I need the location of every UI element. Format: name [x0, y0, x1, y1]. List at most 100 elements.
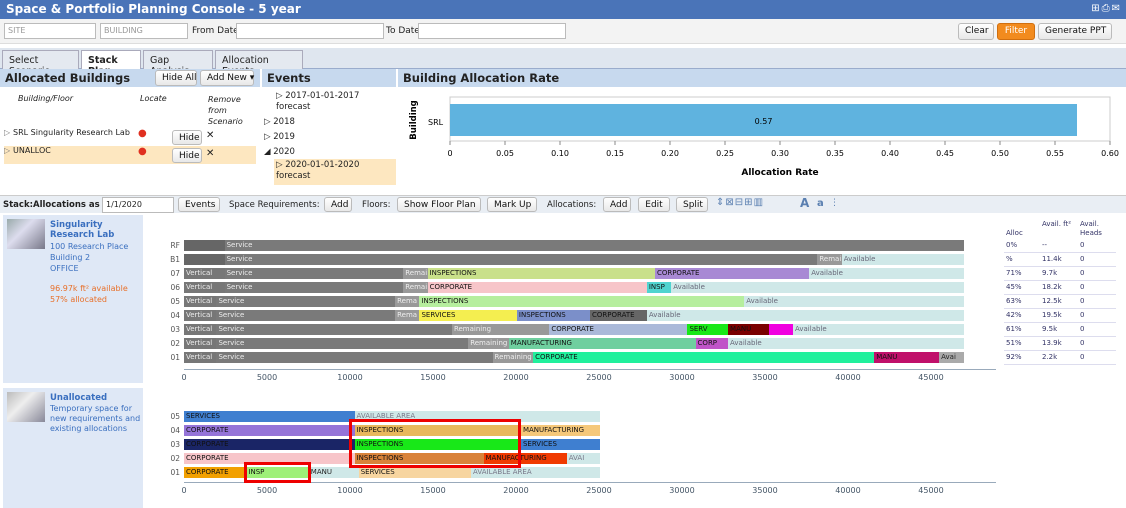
allocation-segment[interactable]: MANU [874, 352, 940, 363]
allocation-segment[interactable] [768, 324, 793, 335]
locate-pin-icon[interactable]: ● [138, 128, 147, 139]
expand-icon[interactable]: ▷ [264, 132, 274, 142]
allocation-segment[interactable]: Vertical [184, 268, 225, 279]
allocation-segment[interactable]: SERVICES [419, 310, 517, 321]
allocation-segment[interactable]: Available [793, 324, 964, 335]
allocation-segment[interactable]: Service [216, 310, 396, 321]
clear-button[interactable]: Clear [958, 23, 994, 40]
allocation-segment[interactable]: INSPECTIONS [354, 425, 521, 436]
allocation-segment[interactable]: Vertical [184, 310, 217, 321]
site-input[interactable]: SITE [4, 23, 96, 39]
allocation-segment[interactable]: Remai [817, 254, 842, 265]
allocation-segment[interactable]: CORPORATE [533, 352, 875, 363]
allocation-segment[interactable]: Remaining [492, 352, 534, 363]
allocation-segment[interactable]: CORPORATE [184, 453, 355, 464]
allocation-segment[interactable]: Service [224, 240, 964, 251]
event-item-selected[interactable]: ▷ 2020-01-01-2020 forecast [274, 159, 396, 185]
event-item[interactable]: ▷ 2018 [264, 117, 295, 127]
allocation-segment[interactable]: Service [224, 254, 818, 265]
allocation-split-button[interactable]: Split [676, 197, 708, 212]
allocation-segment[interactable] [184, 254, 225, 265]
allocation-segment[interactable]: Available [744, 296, 964, 307]
expand-all-icon[interactable]: ⊟ [734, 197, 745, 208]
allocation-segment[interactable]: Service [216, 338, 469, 349]
allocation-segment[interactable]: INSP [646, 282, 672, 293]
allocation-segment[interactable]: INSPECTIONS [516, 310, 590, 321]
allocation-segment[interactable]: Service [216, 324, 452, 335]
allocation-segment[interactable]: CORPORATE [427, 282, 647, 293]
allocation-segment[interactable]: Remai [403, 268, 428, 279]
print-icon[interactable]: ⎙ [1101, 3, 1112, 14]
allocation-segment[interactable]: Avai [939, 352, 964, 363]
remove-icon[interactable]: ✕ [206, 130, 215, 141]
collapse-icon[interactable]: ◢ [264, 147, 274, 157]
building-name[interactable]: Unallocated [50, 393, 108, 403]
font-decrease-icon[interactable]: a [817, 198, 824, 209]
allocation-segment[interactable]: MANU [728, 324, 769, 335]
allocation-segment[interactable]: Rema [395, 296, 420, 307]
allocation-segment[interactable]: CORPORATE [549, 324, 688, 335]
collapse-all-icon[interactable]: ⊠ [725, 197, 735, 208]
allocation-segment[interactable]: Vertical [184, 352, 217, 363]
allocation-segment[interactable]: Remai [403, 282, 428, 293]
building-name[interactable]: Singularity Research Lab [50, 220, 115, 240]
filter-button[interactable]: Filter [997, 23, 1035, 40]
allocation-segment[interactable]: Rema [395, 310, 420, 321]
allocation-segment[interactable]: CORPORATE [654, 268, 810, 279]
building-row-unalloc[interactable]: ▷ UNALLOC ● Hide ✕ [4, 146, 256, 164]
event-item[interactable]: ◢ 2020 [264, 147, 295, 157]
allocation-segment[interactable]: SERVICES [184, 411, 355, 422]
allocation-segment[interactable]: CORPORATE [184, 467, 247, 478]
email-icon[interactable]: ✉ [1111, 3, 1122, 14]
allocation-segment[interactable]: Vertical [184, 324, 217, 335]
allocation-segment[interactable]: Available [646, 310, 964, 321]
expand-icon[interactable]: ▷ [4, 128, 11, 137]
allocation-segment[interactable]: Available [671, 282, 964, 293]
allocation-segment[interactable]: Vertical [184, 338, 217, 349]
hide-all-button[interactable]: Hide All [155, 70, 197, 86]
allocation-segment[interactable]: Vertical [184, 282, 225, 293]
allocation-segment[interactable]: INSPECTIONS [419, 296, 745, 307]
allocation-segment[interactable]: MANUFACTURING [483, 453, 567, 464]
allocation-segment[interactable]: SERVICES [358, 467, 472, 478]
show-floor-plan-button[interactable]: Show Floor Plan [397, 197, 481, 212]
zoom-icon[interactable]: ⊞ [744, 197, 754, 208]
hide-button[interactable]: Hide [172, 148, 202, 163]
allocation-segment[interactable]: Remaining [451, 324, 550, 335]
font-increase-icon[interactable]: A [800, 196, 810, 210]
fit-icon[interactable]: ⇕ [716, 197, 726, 208]
tab-select-scenario[interactable]: Select Scenario [2, 50, 79, 77]
more-icon[interactable]: ⋮ [830, 198, 839, 208]
allocation-segment[interactable]: Service [216, 352, 493, 363]
maximize-icon[interactable]: ⊞ [1091, 3, 1102, 14]
allocation-segment[interactable]: Service [224, 282, 404, 293]
allocation-segment[interactable]: Service [216, 296, 396, 307]
building-input[interactable]: BUILDING [100, 23, 188, 39]
stack-date-input[interactable]: 1/1/2020 [102, 197, 174, 213]
allocation-segment[interactable]: MANU [308, 467, 359, 478]
allocation-segment[interactable] [184, 240, 225, 251]
allocation-segment[interactable]: Vertical [184, 296, 217, 307]
allocation-segment[interactable]: Remaining [468, 338, 509, 349]
allocation-segment[interactable]: INSPECTIONS [354, 439, 521, 450]
allocation-segment[interactable]: SERV [687, 324, 729, 335]
allocation-segment[interactable]: INSP [246, 467, 309, 478]
allocation-segment[interactable]: MANUFACTURING [520, 425, 600, 436]
allocation-add-button[interactable]: Add [603, 197, 631, 212]
event-item[interactable]: ▷ 2017-01-01-2017 forecast [276, 91, 360, 112]
allocation-segment[interactable]: CORP [695, 338, 729, 349]
allocation-segment[interactable]: Service [224, 268, 404, 279]
events-button[interactable]: Events [178, 197, 220, 212]
allocation-segment[interactable]: Available [809, 268, 964, 279]
expand-icon[interactable]: ▷ [276, 160, 286, 170]
to-date-input[interactable] [418, 23, 566, 39]
building-row-srl[interactable]: ▷ SRL Singularity Research Lab ● Hide ✕ [4, 128, 256, 145]
allocation-segment[interactable]: INSPECTIONS [354, 453, 484, 464]
allocation-segment[interactable]: Available [841, 254, 964, 265]
space-req-add-button[interactable]: Add [324, 197, 352, 212]
tab-gap-analysis[interactable]: Gap Analysis [143, 50, 213, 77]
hide-button[interactable]: Hide [172, 130, 202, 145]
allocation-segment[interactable]: SERVICES [520, 439, 600, 450]
event-item[interactable]: ▷ 2019 [264, 132, 295, 142]
mark-up-button[interactable]: Mark Up [487, 197, 537, 212]
